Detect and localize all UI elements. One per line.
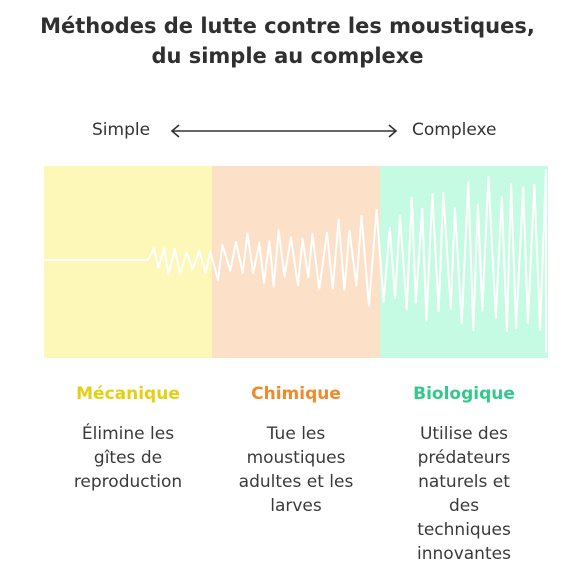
category-chimique-label: Chimique [251, 384, 341, 404]
category-biologique-label: Biologique [413, 384, 515, 404]
category-biologique-description: Utilise des prédateurs naturels et des t… [417, 424, 511, 564]
category-chimique-description: Tue les moustiques adultes et les larves [238, 424, 354, 516]
scale-label-simple: Simple [92, 120, 151, 140]
scale-label-complexe: Complexe [412, 120, 497, 140]
category-mecanique-description: Élimine les gîtes de reproduction [73, 424, 183, 492]
page-title: Méthodes de lutte contre les moustiques, [40, 14, 535, 38]
category-mecanique-label: Mécanique [76, 384, 180, 404]
double-arrow-icon [170, 124, 398, 138]
complexity-wave [44, 169, 547, 353]
page-subtitle: du simple au complexe [151, 44, 424, 68]
complexity-wave-line [44, 169, 547, 353]
